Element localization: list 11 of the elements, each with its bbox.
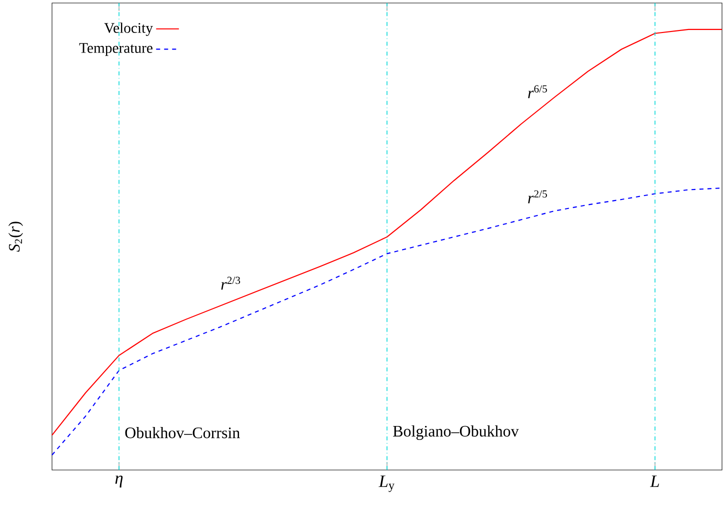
legend-label: Velocity (104, 22, 153, 36)
y-axis-title: S$_{2}$(r) (8, 222, 23, 252)
annotation: r$^{2/5}$ (528, 190, 547, 204)
x-tick-label: L$_{y}$ (378, 476, 394, 492)
ref-line-label: Obukhov–Corrsin (125, 426, 240, 438)
ref-line-label: Bolgiano–Obukhov (393, 425, 519, 440)
x-tick-label: L (650, 476, 660, 487)
legend-label: Temperature (79, 43, 152, 56)
x-tick-label: η (115, 476, 123, 488)
annotation: r$^{6/5}$ (528, 85, 547, 98)
annotation: r$^{2/3}$ (221, 276, 240, 290)
